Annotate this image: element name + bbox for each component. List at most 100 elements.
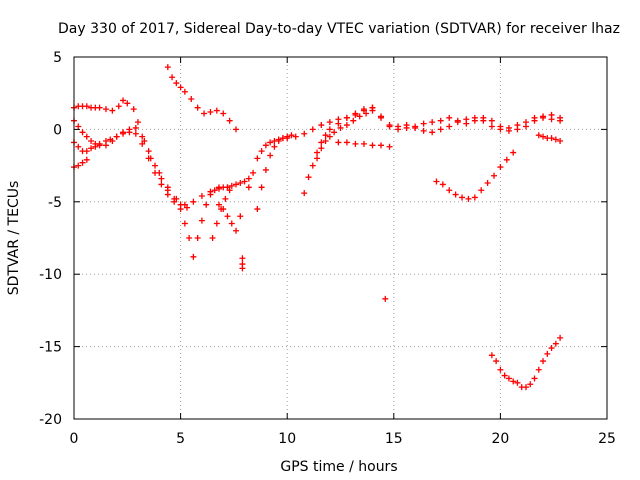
data-point [120,97,127,104]
data-point [239,265,246,272]
data-point [228,182,235,189]
grid-lines [74,57,607,419]
data-point [350,117,357,124]
series-sat-h [209,187,233,241]
data-point [83,103,90,110]
data-point [224,213,231,220]
axis-ticks [73,56,608,420]
data-point [337,124,344,131]
data-point [548,135,555,142]
data-point [548,111,555,118]
data-point [488,352,495,359]
data-point [113,133,120,140]
data-point [226,117,233,124]
data-point [254,206,261,213]
data-point [301,190,308,197]
data-point [318,139,325,146]
data-point [437,117,444,124]
data-point [145,155,152,162]
data-point [267,139,274,146]
data-point [429,119,436,126]
data-point [484,179,491,186]
y-tick-label: 5 [53,50,62,66]
series-sat-b [71,117,190,211]
data-point [540,113,547,120]
x-tick-label: 15 [385,431,403,447]
data-point [480,117,487,124]
data-point [471,114,478,121]
data-point [420,120,427,127]
y-tick-label: -10 [39,267,62,283]
data-point [501,372,508,379]
data-point [386,122,393,129]
data-point [314,149,321,156]
data-point [459,194,466,201]
data-point [314,155,321,162]
data-point [352,140,359,147]
series-sat-q [535,132,564,144]
data-point [369,142,376,149]
data-point [322,137,329,144]
data-point [292,133,299,140]
data-point [505,127,512,134]
data-point [557,114,564,121]
data-point [301,130,308,137]
data-point [169,74,176,81]
data-point [183,204,190,211]
data-point [201,110,208,117]
data-point [92,143,99,150]
data-point [505,375,512,382]
series-sat-c [71,129,193,241]
data-point [75,123,82,130]
data-point [360,106,367,113]
data-point [326,133,333,140]
data-point [207,191,214,198]
data-point [139,140,146,147]
data-point [75,143,82,150]
data-point [237,213,244,220]
data-point [75,162,82,169]
data-point [102,106,109,113]
data-point [262,142,269,149]
data-point [454,119,461,126]
y-axis-label: SDTVAR / TECUs [6,181,22,296]
series-sat-f [190,175,252,260]
data-point [271,143,278,150]
data-point [139,133,146,140]
data-point [527,381,534,388]
data-point [158,181,165,188]
data-point [540,358,547,365]
data-point [548,345,555,352]
data-point [190,253,197,260]
data-point [284,133,291,140]
data-point [207,109,214,116]
data-point [488,117,495,124]
data-point [497,126,504,133]
data-point [552,136,559,143]
data-point [218,206,225,213]
data-point [356,113,363,120]
data-point [88,145,95,152]
data-point [531,117,538,124]
y-tick-label: -5 [48,195,62,211]
data-point [378,142,385,149]
data-point [198,217,205,224]
data-point [245,175,252,182]
data-point [491,172,498,179]
data-point [309,126,316,133]
data-point [335,139,342,146]
data-point [158,175,165,182]
data-point [258,148,265,155]
data-point [471,194,478,201]
data-point [173,80,180,87]
data-point [124,100,131,107]
data-point [412,124,419,131]
data-point [211,187,218,194]
data-point [233,126,240,133]
data-point [322,132,329,139]
data-point [535,366,542,373]
series-sat-j [245,104,564,191]
data-point [177,206,184,213]
data-point [83,133,90,140]
x-tick-label: 25 [598,431,616,447]
